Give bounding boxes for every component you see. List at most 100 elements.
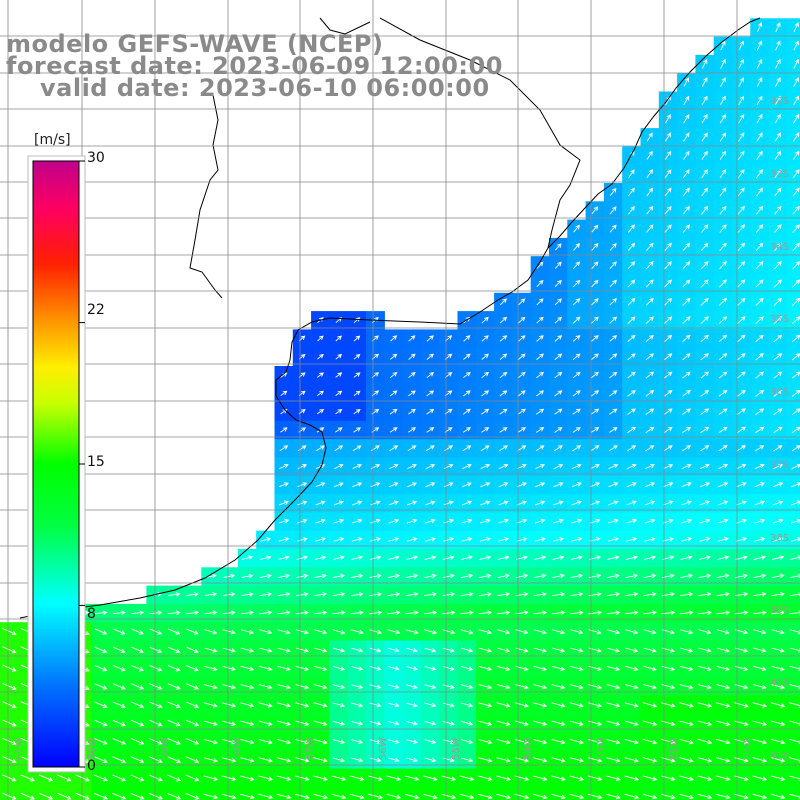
wind-arrow	[573, 261, 581, 269]
wind-arrow	[460, 592, 474, 597]
wind-arrow	[335, 353, 343, 360]
wind-arrow	[388, 666, 400, 671]
wind-arrow	[112, 664, 126, 672]
wind-arrow	[408, 408, 416, 415]
wind-arrow	[423, 629, 438, 635]
wind-arrow	[792, 150, 800, 160]
wind-arrow	[406, 537, 418, 542]
wind-arrow	[532, 793, 548, 800]
wind-arrow	[533, 610, 548, 615]
wind-arrow	[406, 757, 418, 763]
wind-arrow	[297, 445, 307, 452]
wind-arrow	[627, 297, 636, 306]
wind-arrow	[775, 58, 781, 69]
wind-arrow	[461, 555, 473, 560]
wind-arrow	[789, 720, 800, 727]
wind-arrow	[443, 518, 455, 524]
wind-arrow	[185, 792, 200, 800]
wind-arrow	[644, 482, 656, 488]
wind-arrow	[606, 591, 621, 597]
wind-arrow	[756, 150, 763, 160]
wind-arrow	[661, 702, 676, 708]
wind-arrow	[316, 445, 325, 452]
wind-arrow	[664, 297, 673, 306]
wind-cell	[786, 256, 800, 276]
wind-arrow	[353, 317, 361, 324]
wind-arrow	[369, 592, 382, 597]
wind-arrow	[315, 537, 326, 542]
wind-arrow	[752, 738, 768, 745]
wind-arrow	[720, 40, 726, 51]
wind-arrow	[738, 95, 745, 106]
wind-arrow	[240, 738, 255, 745]
wind-arrow	[131, 610, 145, 616]
wind-arrow	[536, 353, 544, 360]
wind-arrow	[480, 463, 491, 470]
wind-arrow	[425, 445, 435, 452]
wind-arrow	[460, 629, 474, 635]
wind-arrow	[351, 739, 364, 745]
wind-arrow	[533, 665, 548, 672]
wind-arrow	[38, 792, 54, 800]
wind-arrow	[625, 647, 639, 653]
wind-arrow	[167, 610, 181, 616]
wind-arrow	[679, 702, 694, 708]
wind-arrow	[609, 427, 618, 433]
wind-arrow	[517, 390, 526, 397]
wind-arrow	[479, 518, 491, 524]
wind-arrow	[682, 279, 691, 288]
wind-arrow	[624, 665, 639, 672]
wind-arrow	[770, 757, 786, 763]
wind-arrow	[2, 719, 17, 727]
wind-arrow	[773, 279, 782, 288]
wind-arrow	[717, 518, 729, 524]
wind-arrow	[755, 316, 764, 324]
wind-arrow	[423, 610, 438, 615]
wind-arrow	[737, 224, 746, 233]
wind-arrow	[572, 390, 581, 397]
wind-arrow	[626, 500, 637, 506]
wind-arrow	[424, 647, 437, 653]
wind-arrow	[518, 298, 526, 306]
wind-arrow	[425, 518, 436, 524]
wind-arrow	[697, 702, 713, 708]
wind-arrow	[222, 647, 236, 653]
wind-arrow	[551, 775, 566, 781]
wind-arrow	[663, 408, 673, 415]
wind-arrow	[642, 738, 658, 745]
wind-arrow	[682, 316, 691, 324]
wind-arrow	[368, 793, 383, 800]
wind-arrow	[683, 95, 690, 106]
wind-arrow	[94, 774, 108, 782]
wind-arrow	[646, 132, 653, 142]
wind-arrow	[591, 316, 599, 324]
wind-arrow	[532, 775, 548, 781]
wind-arrow	[221, 757, 237, 763]
wind-arrow	[353, 353, 361, 360]
wind-arrow	[755, 426, 765, 434]
wind-arrow	[296, 573, 309, 579]
wind-arrow	[756, 169, 763, 179]
wind-arrow	[149, 646, 163, 653]
wind-arrow	[241, 555, 254, 560]
wind-arrow	[755, 445, 765, 452]
wind-arrow	[682, 242, 691, 251]
wind-arrow	[496, 684, 511, 690]
wind-arrow	[406, 555, 419, 560]
wind-arrow	[149, 719, 163, 727]
wind-arrow	[698, 684, 712, 690]
wind-arrow	[553, 518, 564, 524]
wind-arrow	[572, 371, 581, 379]
wind-arrow	[369, 702, 382, 708]
wind-arrow	[278, 573, 291, 579]
wind-arrow	[683, 132, 690, 142]
wind-arrow	[791, 500, 800, 506]
wind-arrow	[554, 261, 562, 269]
wind-arrow	[698, 591, 712, 597]
wind-arrow	[591, 279, 599, 288]
wind-arrow	[478, 647, 493, 653]
wind-arrow	[167, 701, 181, 708]
wind-arrow	[591, 261, 599, 269]
wind-arrow	[738, 77, 744, 87]
wind-arrow	[697, 720, 713, 727]
